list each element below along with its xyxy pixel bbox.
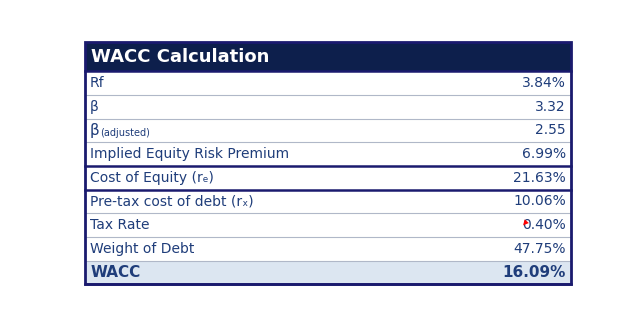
Bar (84, 213, 572, 237)
Bar (84, 190, 572, 213)
Text: 10.06%: 10.06% (513, 194, 566, 208)
Text: 3.32: 3.32 (535, 100, 566, 114)
Text: WACC: WACC (90, 265, 140, 280)
Bar (84, 95, 572, 119)
Text: (adjusted): (adjusted) (100, 128, 150, 138)
Bar (84, 142, 572, 166)
Text: Cost of Equity (rₑ): Cost of Equity (rₑ) (90, 171, 214, 185)
Bar (84, 261, 572, 284)
Text: 0.40%: 0.40% (522, 218, 566, 232)
Bar (84, 237, 572, 261)
Text: 16.09%: 16.09% (502, 265, 566, 280)
Text: β: β (90, 123, 100, 138)
Bar (84, 42, 572, 71)
Text: 2.55: 2.55 (535, 123, 566, 137)
Text: Pre-tax cost of debt (rₓ): Pre-tax cost of debt (rₓ) (90, 194, 253, 208)
Text: β: β (90, 100, 99, 114)
Text: Weight of Debt: Weight of Debt (90, 242, 195, 256)
Text: Implied Equity Risk Premium: Implied Equity Risk Premium (90, 147, 289, 161)
Bar (84, 71, 572, 95)
Text: 6.99%: 6.99% (522, 147, 566, 161)
Text: 21.63%: 21.63% (513, 171, 566, 185)
Text: Rf: Rf (90, 76, 105, 90)
Text: 47.75%: 47.75% (513, 242, 566, 256)
Text: Tax Rate: Tax Rate (90, 218, 150, 232)
Bar (84, 166, 572, 190)
Bar (84, 119, 572, 142)
Text: 3.84%: 3.84% (522, 76, 566, 90)
Text: WACC Calculation: WACC Calculation (91, 47, 269, 66)
